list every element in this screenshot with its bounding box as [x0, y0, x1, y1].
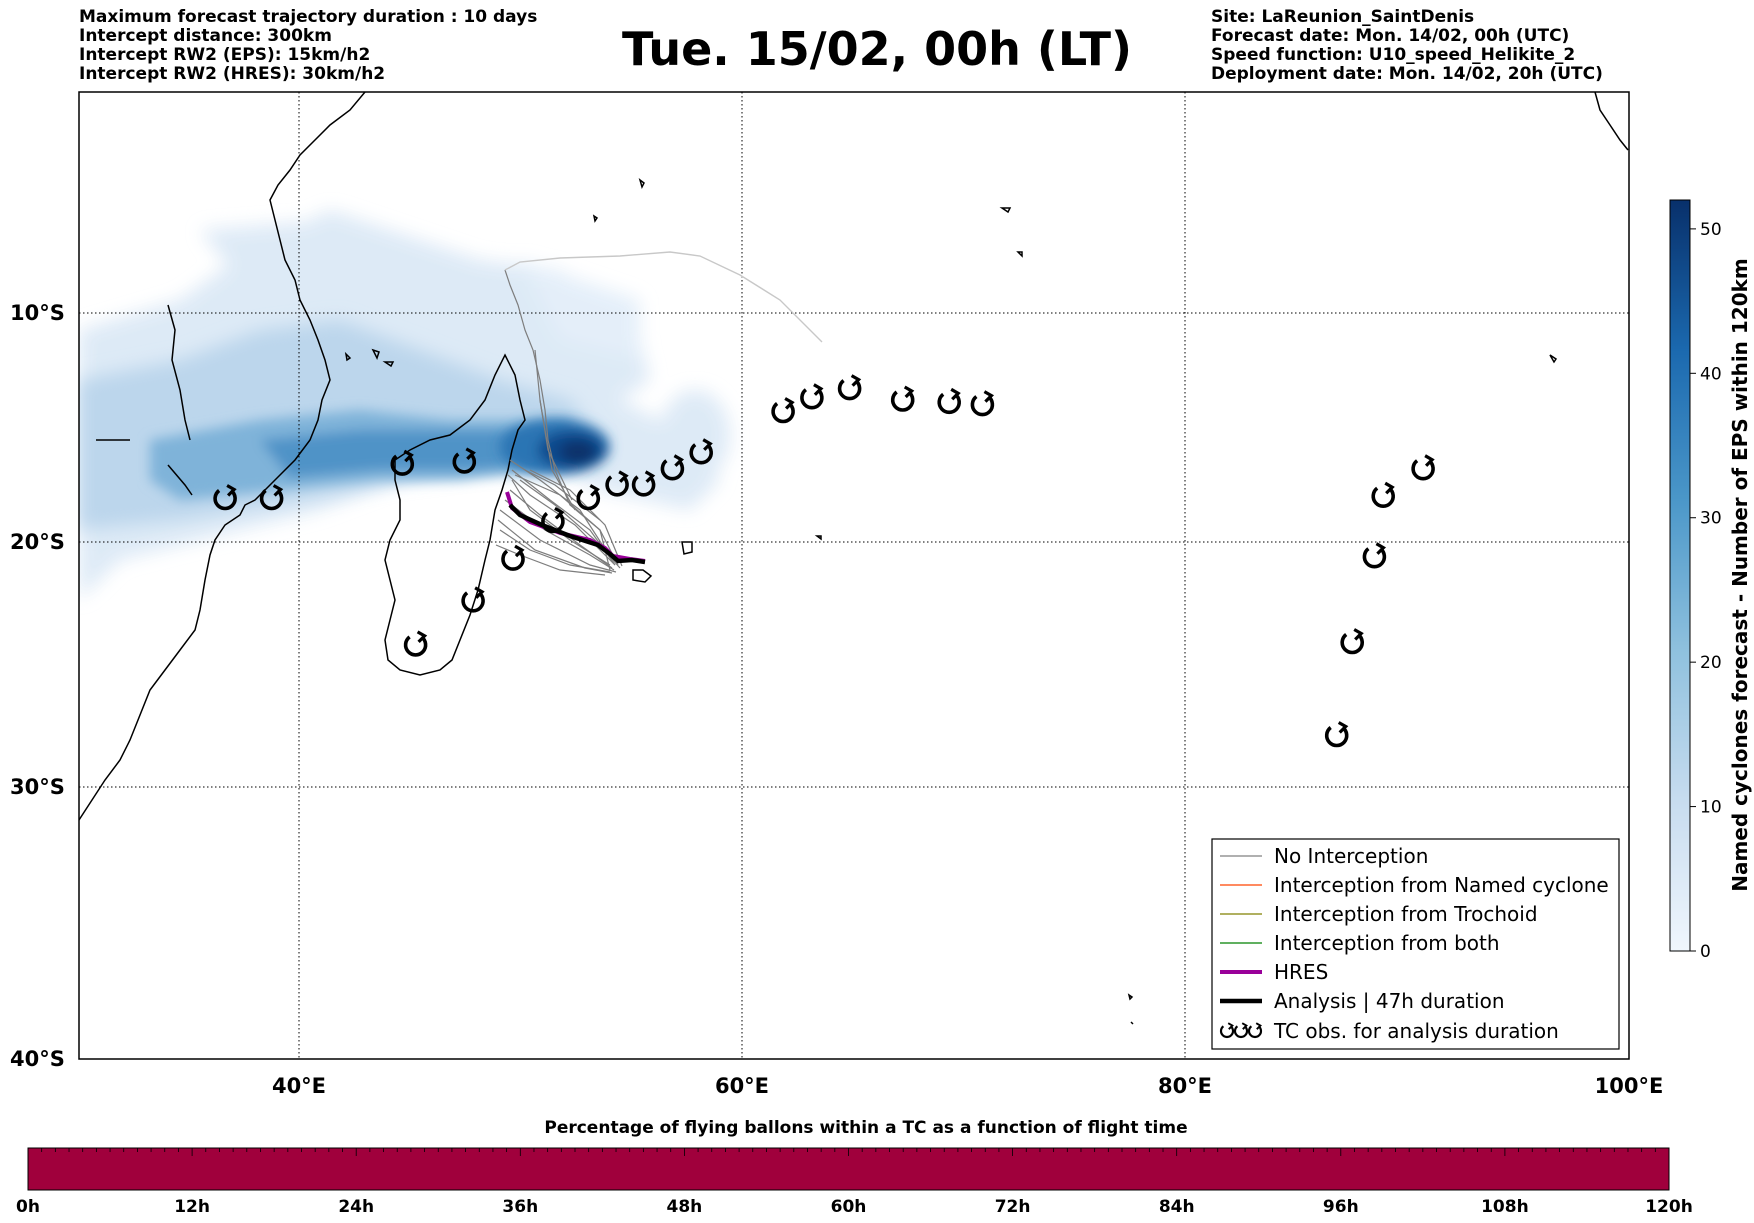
lon-tick-100e: 100°E: [1595, 1074, 1664, 1098]
forecast-date-text: Forecast date: Mon. 14/02, 00h (UTC): [1211, 26, 1570, 46]
flight-bar-tick-label: 0h: [16, 1197, 40, 1217]
map-title: Tue. 15/02, 00h (LT): [622, 22, 1132, 76]
colorbar-tick-label: 10: [1700, 798, 1722, 818]
flight-bar-tick-label: 60h: [831, 1197, 867, 1217]
coastlines: [79, 92, 1629, 1025]
analysis-track: [508, 503, 646, 565]
colorbar-tick-label: 20: [1700, 653, 1722, 673]
map-area: [79, 92, 1629, 1059]
header-right-info: Site: LaReunion_SaintDenis Forecast date…: [1211, 8, 1603, 84]
legend-label-analysis: Analysis | 47h duration: [1274, 989, 1505, 1013]
tc-obs-marker: [970, 389, 995, 417]
colorbar-gradient: [1669, 199, 1691, 952]
colorbar-tick-label: 30: [1700, 509, 1722, 529]
intercept-distance-text: Intercept distance: 300km: [79, 26, 332, 46]
speed-function-text: Speed function: U10_speed_Helikite_2: [1211, 45, 1576, 65]
legend-box: [1211, 838, 1620, 1050]
lon-tick-40e: 40°E: [272, 1074, 326, 1098]
max-duration-text: Maximum forecast trajectory duration : 1…: [79, 7, 538, 27]
colorbar-label: Named cyclones forecast - Number of EPS …: [1728, 258, 1752, 892]
flight-bar-ticks: 0h 12h 24h 36h 48h 60h 72h 84h 96h 108h 120h: [16, 1148, 1693, 1217]
eps-density-field: [79, 210, 730, 600]
flight-bar-tick-label: 72h: [995, 1197, 1031, 1217]
colorbar-tick-label: 40: [1700, 364, 1722, 384]
flight-bar-tick-label: 108h: [1481, 1197, 1529, 1217]
header-left-info: Maximum forecast trajectory duration : 1…: [79, 8, 537, 84]
tc-obs-marker: [1411, 453, 1435, 481]
lon-tick-60e: 60°E: [715, 1074, 769, 1098]
flight-bar-tick-label: 24h: [338, 1197, 374, 1217]
flight-bar-tick-label: 48h: [667, 1197, 703, 1217]
tc-obs-marker: [403, 630, 428, 657]
tc-obs-marker: [771, 396, 795, 424]
tc-obs-marker: [1362, 541, 1387, 569]
legend-label-named-cyclone: Interception from Named cyclone: [1274, 873, 1609, 897]
long-trajectory: [504, 251, 823, 343]
lat-tick-30s: 30°S: [10, 775, 65, 799]
flight-bar-tick-label: 120h: [1645, 1197, 1693, 1217]
deployment-date-text: Deployment date: Mon. 14/02, 20h (UTC): [1211, 64, 1603, 84]
flight-time-bar: Percentage of flying ballons within a TC…: [16, 1118, 1693, 1217]
flight-bar-tick-label: 96h: [1323, 1197, 1359, 1217]
intercept-rw2-hres-text: Intercept RW2 (HRES): 30km/h2: [79, 64, 386, 84]
legend-label-tc-obs: TC obs. for analysis duration: [1273, 1019, 1559, 1043]
colorbar-tick-label: 50: [1700, 220, 1722, 240]
lat-tick-20s: 20°S: [10, 530, 65, 554]
flight-bar-tick-label: 84h: [1159, 1197, 1195, 1217]
lon-tick-80e: 80°E: [1158, 1074, 1212, 1098]
colorbar: 0 10 20 30 40 50 Named cyclones forecast - Nu…: [1669, 199, 1752, 962]
tc-obs-marker: [890, 385, 915, 412]
legend-label-hres: HRES: [1274, 960, 1328, 984]
tc-obs-marker: [937, 387, 962, 415]
colorbar-tick-label: 0: [1700, 942, 1711, 962]
legend-label-trochoid: Interception from Trochoid: [1274, 902, 1538, 926]
tc-obs-marker: [576, 483, 601, 511]
tc-obs-marker: [1371, 481, 1395, 509]
flight-bar-title: Percentage of flying ballons within a TC…: [544, 1118, 1187, 1138]
legend-label-no-interception: No Interception: [1274, 844, 1428, 868]
tc-obs-marker: [837, 373, 862, 401]
tc-obs-marker: [1340, 627, 1364, 655]
tc-obs-marker: [800, 382, 824, 410]
flight-bar-tick-label: 36h: [502, 1197, 538, 1217]
gridlines: [79, 92, 1629, 1059]
site-text: Site: LaReunion_SaintDenis: [1211, 7, 1475, 27]
map-frame: [78, 91, 1630, 1060]
tc-obs-marker: [1324, 720, 1349, 748]
intercept-rw2-eps-text: Intercept RW2 (EPS): 15km/h2: [79, 45, 371, 65]
legend: No Interception Interception from Named …: [1211, 838, 1620, 1050]
colorbar-ticks: 0 10 20 30 40 50: [1690, 220, 1722, 962]
lat-tick-40s: 40°S: [10, 1047, 65, 1071]
flight-bar-tick-label: 12h: [174, 1197, 210, 1217]
legend-label-both: Interception from both: [1274, 931, 1500, 955]
lat-tick-10s: 10°S: [10, 301, 65, 325]
